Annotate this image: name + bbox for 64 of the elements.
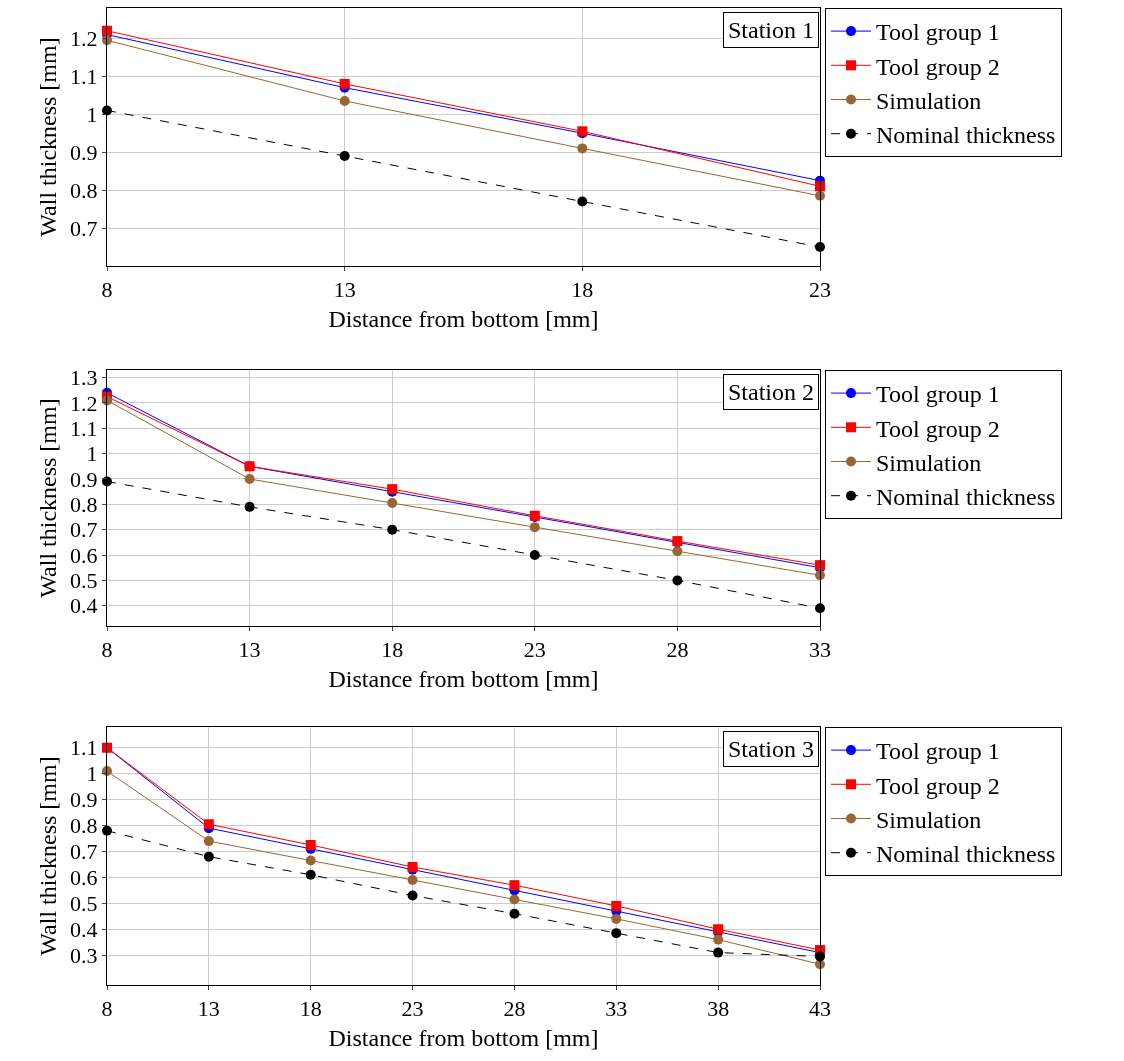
y-tick-label: 0.6 [70,542,98,568]
y-tick-label: 1.3 [70,365,98,391]
y-axis-title: Wall thickness [mm] [35,398,62,598]
y-tick-label: 0.5 [70,568,98,594]
legend-label: Tool group 2 [876,415,1000,442]
y-tick-label: 0.9 [70,787,98,813]
x-tick-label: 8 [101,996,113,1022]
legend-label: Nominal thickness [876,484,1056,511]
x-tick-label: 18 [299,996,322,1022]
y-tick-label: 1.2 [70,390,98,416]
y-axis-title: Wall thickness [mm] [35,756,62,956]
y-tick-label: 0.6 [70,865,98,891]
x-tick-label: 8 [101,277,113,303]
legend-label: Simulation [876,449,982,476]
x-tick-label: 33 [605,996,628,1022]
legend-label: Simulation [876,806,982,833]
x-tick-label: 18 [381,637,404,663]
chart-title: Station 1 [728,17,815,43]
y-tick-label: 0.7 [70,215,98,241]
legend-label: Simulation [876,87,982,114]
x-tick-label: 28 [666,637,689,663]
y-tick-label: 0.7 [70,839,98,865]
x-tick-label: 23 [401,996,424,1022]
x-tick-label: 18 [571,277,594,303]
y-tick-label: 0.9 [70,139,98,165]
legend-label: Tool group 2 [876,772,1000,799]
legend-label: Tool group 1 [876,381,1000,408]
y-tick-label: 0.9 [70,466,98,492]
y-tick-label: 1.1 [70,63,98,89]
y-tick-label: 1 [86,441,98,467]
x-tick-label: 43 [809,996,831,1022]
y-axis-title: Wall thickness [mm] [35,37,62,237]
x-axis-title: Distance from bottom [mm] [328,665,599,692]
y-tick-label: 0.4 [70,916,98,942]
x-axis-title: Distance from bottom [mm] [328,1024,599,1051]
y-tick-label: 0.5 [70,891,98,917]
x-tick-label: 38 [707,996,730,1022]
y-tick-label: 1.1 [70,416,98,441]
legend-label: Tool group 1 [876,738,1000,765]
legend-label: Tool group 1 [876,19,1000,46]
x-tick-label: 23 [523,637,546,663]
x-tick-label: 13 [333,277,356,303]
x-tick-label: 13 [238,637,261,663]
chart-title: Station 3 [728,736,815,762]
y-tick-label: 0.3 [70,942,98,968]
y-tick-label: 0.8 [70,492,98,518]
legend-label: Nominal thickness [876,841,1056,868]
x-tick-label: 8 [101,637,113,663]
chart-title: Station 2 [728,379,815,405]
x-tick-label: 13 [197,996,220,1022]
y-tick-label: 0.7 [70,517,98,543]
x-tick-label: 28 [503,996,526,1022]
legend-label: Tool group 2 [876,53,1000,80]
y-tick-label: 1.2 [70,26,98,52]
y-tick-label: 1 [86,101,98,127]
x-tick-label: 23 [809,277,831,303]
y-tick-label: 0.8 [70,177,98,203]
x-axis-title: Distance from bottom [mm] [328,305,599,332]
y-tick-label: 1 [86,761,98,787]
y-tick-label: 0.8 [70,813,98,839]
y-tick-label: 0.4 [70,593,98,619]
x-tick-label: 33 [809,637,831,663]
y-tick-label: 1.1 [70,735,98,761]
legend-label: Nominal thickness [876,122,1056,149]
